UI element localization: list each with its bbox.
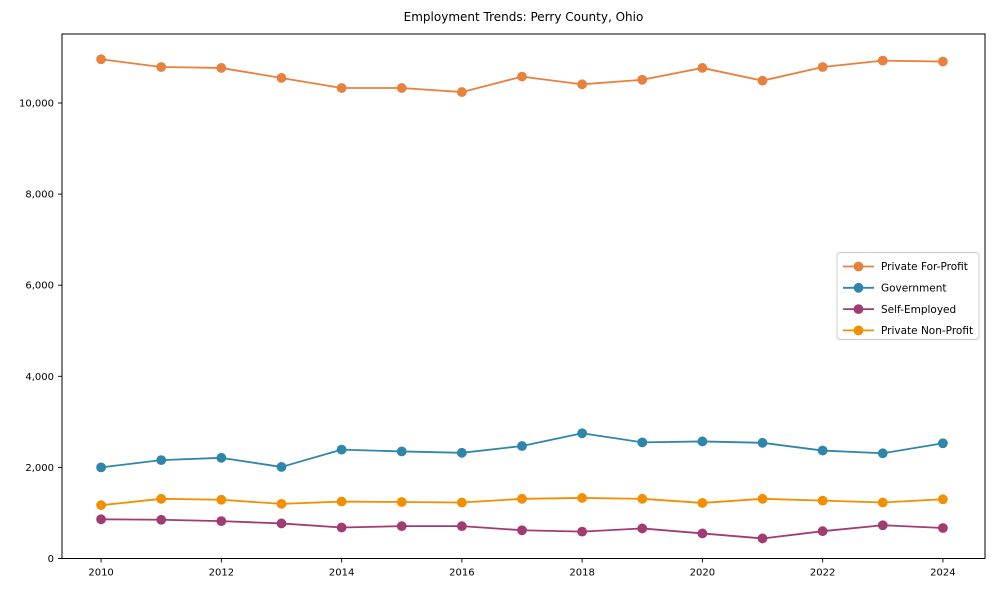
legend: Private For-Profit Government Self-Employe… — [836, 252, 980, 340]
data-point-private-for-profit-2018 — [577, 79, 588, 90]
legend-item-self-employed: Self-Employed — [843, 304, 956, 316]
data-point-private-for-profit-2014 — [336, 83, 347, 93]
data-point-self-employed-2014 — [336, 522, 347, 533]
legend-label-private-for-profit: Private For-Profit — [881, 261, 968, 273]
data-point-government-2011 — [156, 455, 167, 466]
data-point-self-employed-2018 — [577, 526, 588, 537]
data-point-private-for-profit-2016 — [456, 87, 467, 97]
data-point-government-2023 — [877, 448, 888, 459]
legend-label-private-non-profit: Private Non-Profit — [881, 325, 973, 337]
data-point-private-non-profit-2020 — [697, 498, 708, 508]
data-point-government-2020 — [697, 436, 708, 447]
plot-border — [61, 33, 986, 559]
x-axis-tick-label: 2016 — [449, 568, 474, 579]
legend-item-private-for-profit: Private For-Profit — [843, 261, 968, 273]
data-point-government-2012 — [216, 452, 227, 463]
data-point-private-for-profit-2021 — [757, 75, 768, 86]
data-point-private-for-profit-2011 — [156, 62, 167, 72]
data-point-government-2015 — [396, 446, 407, 457]
data-point-government-2021 — [757, 437, 768, 448]
data-point-self-employed-2017 — [517, 525, 527, 536]
data-point-government-2010 — [96, 462, 106, 473]
data-point-private-for-profit-2010 — [96, 54, 106, 65]
data-point-self-employed-2015 — [396, 521, 407, 532]
data-point-private-for-profit-2023 — [877, 55, 888, 66]
data-point-government-2022 — [817, 445, 828, 456]
data-point-self-employed-2022 — [817, 526, 828, 537]
legend-item-private-non-profit: Private Non-Profit — [843, 325, 973, 337]
data-point-government-2024 — [938, 438, 948, 449]
legend-swatch-marker-self-employed — [853, 304, 864, 314]
data-point-private-non-profit-2019 — [637, 493, 648, 504]
plot-area: 2010 2012 2014 2016 2018 2020 2022 2024 0 2,000 4,… — [19, 33, 986, 579]
data-point-self-employed-2013 — [276, 518, 287, 529]
data-point-self-employed-2010 — [96, 514, 106, 525]
data-point-government-2018 — [577, 428, 588, 439]
data-point-self-employed-2016 — [456, 521, 467, 532]
data-point-self-employed-2023 — [877, 520, 888, 531]
data-point-self-employed-2012 — [216, 516, 227, 527]
series-government — [96, 428, 948, 473]
x-axis-tick-label: 2020 — [690, 568, 715, 579]
data-point-government-2014 — [336, 444, 347, 455]
legend-label-government: Government — [881, 283, 946, 295]
data-point-private-for-profit-2022 — [817, 62, 828, 72]
data-point-private-non-profit-2012 — [216, 494, 227, 505]
y-axis-tick-label: 10,000 — [19, 99, 54, 110]
y-axis-tick-label: 0 — [48, 554, 54, 565]
legend-label-self-employed: Self-Employed — [881, 304, 956, 316]
data-point-private-non-profit-2017 — [517, 493, 527, 504]
data-point-private-for-profit-2012 — [216, 63, 227, 73]
data-point-private-non-profit-2011 — [156, 493, 167, 504]
chart-title: Employment Trends: Perry County, Ohio — [404, 10, 644, 24]
y-axis-tick-label: 8,000 — [25, 190, 54, 201]
data-point-government-2016 — [456, 447, 467, 458]
series-self-employed — [96, 514, 948, 544]
data-point-private-for-profit-2024 — [938, 56, 948, 67]
data-point-self-employed-2019 — [637, 523, 648, 534]
data-point-government-2013 — [276, 462, 287, 472]
data-point-private-non-profit-2014 — [336, 496, 347, 507]
data-point-private-non-profit-2021 — [757, 493, 768, 504]
data-point-self-employed-2020 — [697, 528, 708, 539]
x-axis-tick-label: 2022 — [810, 568, 835, 579]
data-point-private-non-profit-2023 — [877, 497, 888, 508]
legend-swatch-marker-government — [853, 282, 864, 293]
data-point-self-employed-2021 — [757, 533, 768, 544]
data-point-private-non-profit-2024 — [938, 494, 948, 505]
series-private-for-profit — [96, 54, 948, 97]
legend-swatch-marker-private-non-profit — [853, 325, 864, 336]
data-point-private-non-profit-2010 — [96, 500, 106, 511]
data-point-self-employed-2011 — [156, 514, 167, 525]
x-axis-tick-label: 2012 — [209, 568, 234, 579]
data-point-private-for-profit-2017 — [517, 71, 527, 82]
data-point-private-for-profit-2013 — [276, 73, 287, 83]
data-point-private-non-profit-2022 — [817, 495, 828, 506]
data-point-private-for-profit-2020 — [697, 63, 708, 73]
y-axis-tick-label: 4,000 — [25, 372, 54, 383]
series-private-non-profit — [96, 493, 948, 511]
y-axis-tick-label: 2,000 — [25, 463, 54, 474]
legend-swatch-marker-private-for-profit — [853, 261, 864, 272]
legend-box — [836, 252, 980, 340]
x-axis-tick-label: 2024 — [930, 568, 955, 579]
data-point-private-non-profit-2016 — [456, 497, 467, 508]
x-axis-tick-label: 2014 — [329, 568, 354, 579]
x-axis-tick-label: 2010 — [88, 568, 113, 579]
data-point-private-non-profit-2015 — [396, 497, 407, 507]
data-point-private-for-profit-2015 — [396, 83, 407, 93]
data-point-private-for-profit-2019 — [637, 74, 648, 85]
data-point-private-non-profit-2018 — [577, 493, 588, 503]
data-point-self-employed-2024 — [938, 523, 948, 533]
data-point-government-2017 — [517, 441, 527, 451]
x-axis-tick-label: 2018 — [569, 568, 594, 579]
data-point-government-2019 — [637, 437, 648, 448]
legend-item-government: Government — [843, 283, 946, 295]
y-axis-tick-label: 6,000 — [25, 281, 54, 292]
data-point-private-non-profit-2013 — [276, 498, 287, 509]
